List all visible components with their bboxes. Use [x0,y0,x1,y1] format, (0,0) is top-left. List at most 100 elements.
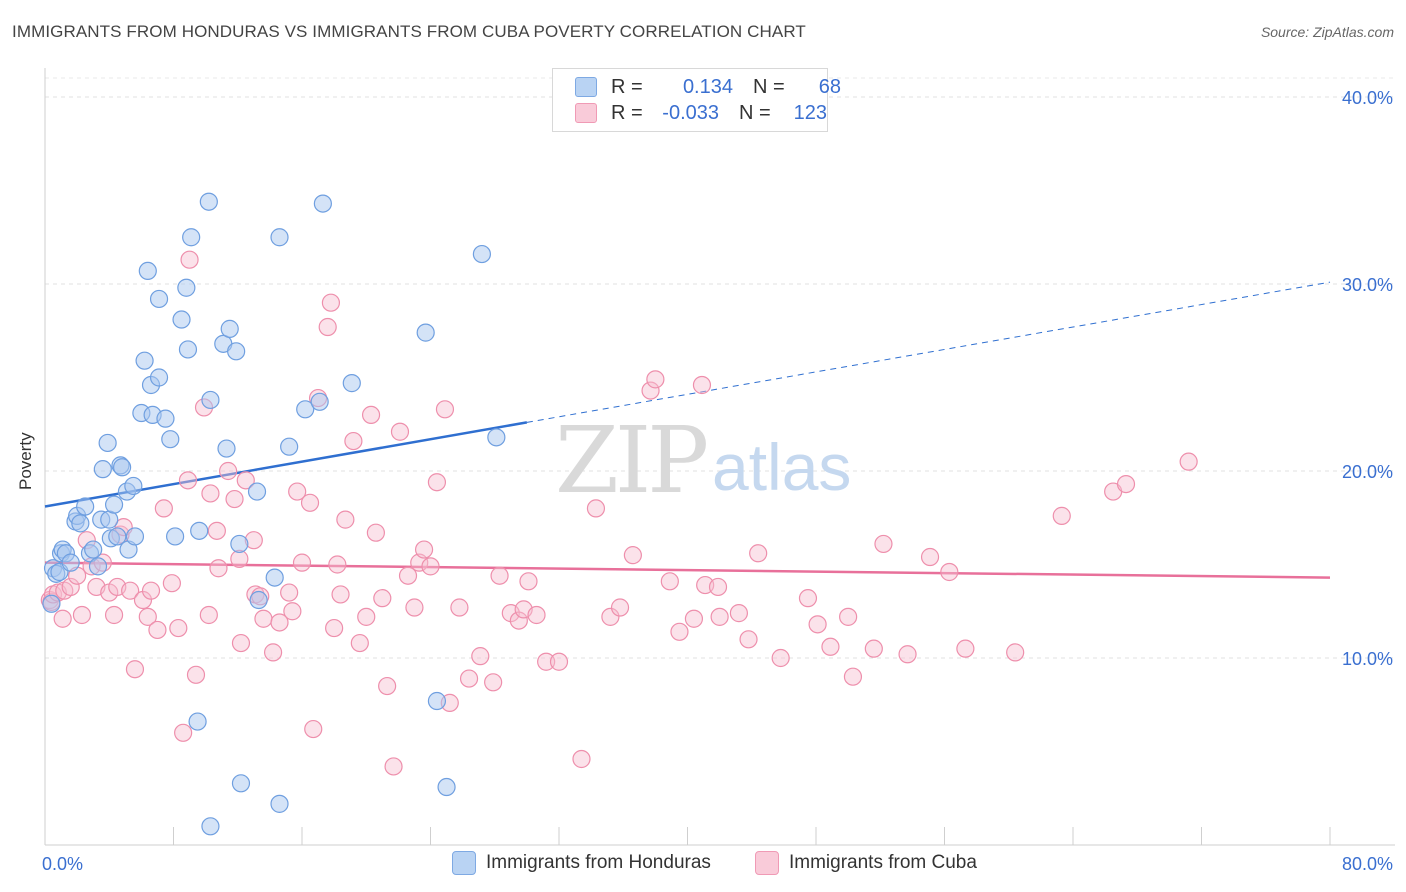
data-point-honduras [201,817,220,836]
data-point-cuba [209,559,228,578]
data-point-cuba [236,471,255,490]
data-point-cuba [586,499,606,518]
data-point-cuba [373,589,392,608]
data-point-honduras [416,323,435,342]
data-point-cuba [684,609,704,628]
data-point-cuba [174,723,193,742]
r-label: R = [611,101,643,124]
data-point-honduras [190,521,209,540]
data-point-honduras [88,557,108,576]
data-point-honduras [310,392,329,411]
data-point-honduras [84,540,103,559]
data-point-cuba [225,489,244,509]
data-point-cuba [357,607,376,626]
data-point-cuba [292,553,312,572]
data-point-cuba [843,667,863,686]
svg-text:atlas: atlas [712,430,851,504]
data-point-cuba [207,521,226,540]
y-tick-label: 40.0% [1342,88,1393,108]
data-point-cuba [300,493,320,512]
trend-line-cuba [44,561,1331,579]
data-point-cuba [421,557,440,576]
cuba-swatch [575,103,597,123]
data-point-honduras [182,228,201,247]
data-point-cuba [53,609,72,628]
data-point-honduras [172,310,191,329]
data-point-cuba [390,422,410,441]
data-point-honduras [227,342,246,361]
data-point-honduras [71,514,90,533]
data-point-cuba [708,577,728,597]
data-point-honduras [313,194,332,213]
data-point-cuba [427,473,447,492]
data-point-honduras [61,553,80,572]
data-point-cuba [471,647,490,666]
cuba-legend-swatch [755,851,779,875]
data-point-cuba [601,607,620,626]
data-point-honduras [104,495,124,514]
data-point-cuba [1006,643,1025,662]
data-point-cuba [864,639,883,658]
data-point-honduras [177,278,196,297]
data-point-cuba [148,620,167,640]
data-point-cuba [304,719,323,739]
data-point-honduras [280,437,299,456]
data-point-cuba [641,381,660,400]
r-label: R = [611,75,643,98]
data-point-cuba [459,669,479,688]
data-point-cuba [169,618,188,638]
data-point-honduras [270,228,289,247]
r-value: -0.033 [662,101,719,124]
data-point-honduras [427,691,447,711]
data-point-cuba [509,611,528,630]
data-point-honduras [161,430,180,449]
data-point-honduras [98,433,117,453]
data-point-cuba [1116,474,1136,494]
data-point-cuba [384,757,403,776]
data-point-honduras [149,368,169,387]
data-point-cuba [366,523,385,542]
data-point-honduras [93,460,112,479]
legend-label-cuba: Immigrants from Cuba [789,852,977,873]
data-point-cuba [940,562,959,582]
data-point-cuba [646,370,665,389]
data-point-cuba [350,633,369,653]
data-point-honduras [296,400,315,419]
x-tick-label-min: 0.0% [42,854,83,874]
data-point-cuba [125,660,145,679]
data-point-cuba [898,645,917,664]
data-point-cuba [72,605,92,625]
data-point-cuba [199,605,218,625]
data-point-cuba [219,461,238,481]
data-point-cuba [154,499,173,518]
data-point-cuba [660,572,679,591]
legend-item-honduras: Immigrants from Honduras [452,851,711,875]
data-point-cuba [283,602,302,621]
svg-text:ZIP: ZIP [555,407,706,514]
data-point-cuba [527,605,546,625]
series-legend: Immigrants from Honduras Immigrants from… [0,851,1406,877]
data-point-cuba [610,598,630,617]
data-point-cuba [623,546,642,565]
data-point-cuba [178,471,198,490]
x-tick-label-max: 80.0% [1342,854,1393,874]
data-point-cuba [398,566,418,585]
data-point-honduras [188,712,207,731]
data-point-cuba [729,604,749,623]
data-point-honduras [472,244,491,264]
data-point-honduras [487,428,506,447]
honduras-legend-swatch [452,851,476,875]
data-point-cuba [1179,452,1198,471]
legend-row-honduras: R = 0.134 N = 68 [575,75,841,99]
data-point-cuba [484,673,503,692]
legend-label-honduras: Immigrants from Honduras [486,852,711,873]
n-label: N = [739,101,771,124]
data-point-cuba [263,643,283,662]
data-point-cuba [186,665,206,684]
y-tick-label: 30.0% [1342,275,1393,295]
data-point-cuba [405,598,424,617]
data-point-honduras [135,351,154,370]
data-point-honduras [437,777,456,797]
data-point-cuba [288,482,307,501]
